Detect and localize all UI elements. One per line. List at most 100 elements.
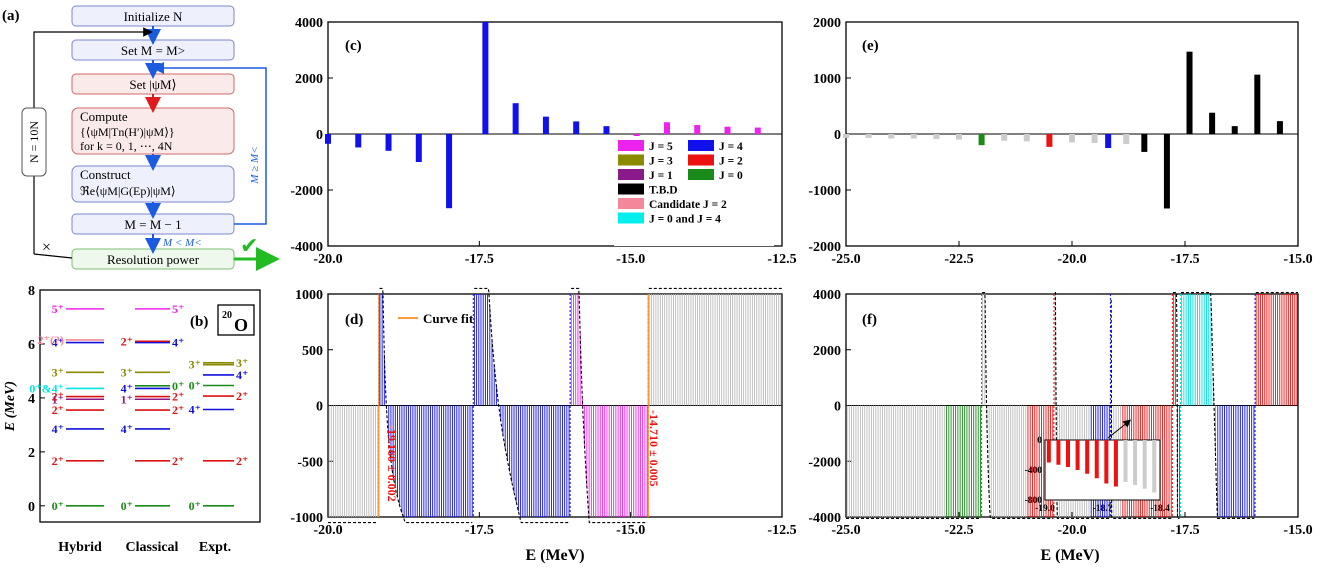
bar-c bbox=[355, 134, 362, 148]
y-tick-label-e: 1000 bbox=[813, 72, 841, 87]
legend-swatch-c bbox=[618, 198, 644, 209]
y-tick-label-c: -2000 bbox=[290, 184, 323, 199]
bar-e bbox=[1001, 134, 1008, 141]
response-curve-f bbox=[846, 292, 1298, 519]
inset-bar bbox=[1123, 440, 1128, 482]
flow-loop-right-label: M ≥ M< bbox=[249, 146, 261, 184]
bar-c bbox=[603, 126, 610, 134]
column-label-classical: Classical bbox=[126, 540, 179, 555]
legend-swatch-c bbox=[618, 140, 644, 151]
level-label: 3⁺ bbox=[121, 365, 133, 379]
legend-swatch-c bbox=[618, 183, 644, 195]
flow-loop-left-box bbox=[21, 107, 47, 177]
level-label: 2⁺ bbox=[236, 389, 248, 403]
bar-c bbox=[446, 134, 453, 209]
panel-label-d: (d) bbox=[345, 312, 363, 328]
bar-e bbox=[1141, 134, 1148, 152]
x-tick-label-e: -15.0 bbox=[1283, 252, 1312, 267]
level-label: 2⁺ bbox=[172, 390, 184, 404]
flow-loop-left bbox=[33, 27, 153, 254]
y-tick-label-e: -2000 bbox=[808, 240, 841, 255]
legend-label-c: J = 4 bbox=[719, 141, 743, 153]
legend-label-c: J = 0 bbox=[719, 170, 743, 182]
level-label: 2⁺ bbox=[52, 403, 64, 417]
level-label: 1⁺ bbox=[121, 392, 133, 406]
legend-label-c: J = 1 bbox=[649, 170, 673, 182]
bar-e bbox=[1163, 134, 1170, 209]
x-tick-label-e: -25.0 bbox=[831, 252, 860, 267]
x-tick-label-f: -25.0 bbox=[831, 523, 860, 538]
x-tick-label-c: -12.5 bbox=[767, 252, 796, 267]
y-tick-label-f: -4000 bbox=[808, 511, 841, 526]
flow-text-setpsi: Set |ψM⟩ bbox=[129, 77, 176, 92]
inset-f: -19.0 -18.7 -18.4 0 -400 -800 bbox=[1025, 419, 1170, 514]
level-label: 4⁺ bbox=[52, 422, 64, 436]
inset-y-tick-label: -400 bbox=[1025, 466, 1043, 476]
x-tick-label-d: -12.5 bbox=[767, 523, 796, 538]
bar-c bbox=[512, 103, 519, 134]
panel-label-a: (a) bbox=[2, 8, 20, 24]
level-y-tick-label: 8 bbox=[28, 284, 35, 299]
bar-e bbox=[1231, 126, 1238, 134]
level-y-tick-label: 6 bbox=[28, 338, 35, 353]
column-label-hybrid: Hybrid bbox=[58, 540, 102, 555]
level-label: 3⁺ bbox=[189, 358, 201, 372]
flow-exit-label: M < M< bbox=[162, 237, 202, 249]
legend-swatch-c bbox=[688, 154, 714, 166]
level-label: 3⁺ bbox=[236, 356, 248, 370]
x-tick-label-f: -17.5 bbox=[1170, 523, 1199, 538]
y-tick-label-f: 0 bbox=[834, 400, 841, 415]
bar-e bbox=[865, 134, 872, 138]
inset-bar bbox=[1075, 440, 1080, 470]
bar-c bbox=[482, 22, 489, 134]
level-label: 4⁺ bbox=[236, 368, 248, 382]
chart-panel-c: -20.0 -17.5 -15.0 -12.5 -4000 -2000 0 2000 4000 bbox=[290, 16, 796, 267]
curve-fit-legend-label: Curve fit bbox=[423, 311, 474, 326]
inset-y-tick-label: 0 bbox=[1037, 436, 1042, 446]
legend-label-c: J = 0 and J = 4 bbox=[649, 214, 721, 226]
legend-label-c: J = 3 bbox=[649, 156, 673, 168]
legend-label-c: Candidate J = 2 bbox=[649, 199, 727, 211]
bar-e bbox=[888, 134, 895, 139]
bar-c bbox=[573, 121, 580, 134]
bar-c bbox=[663, 122, 670, 134]
flowchart: (a) Initialize N Set M = M> Set |ψM⟩ Com… bbox=[2, 5, 280, 271]
chart-panel-d: -20.0 -17.5 -15.0 -12.5 -1000 -500 0 500 1000 bbox=[290, 287, 797, 538]
legend-label-c: J = 5 bbox=[649, 141, 673, 153]
bar-c bbox=[633, 134, 640, 138]
level-label: 2⁺ bbox=[236, 454, 248, 468]
legend-c: J = 5 J = 4 J = 3 J = 2 J = 1 J = 0 T.B.D Candi… bbox=[614, 136, 774, 246]
level-y-tick-label: 0 bbox=[28, 500, 35, 515]
inset-bar bbox=[1066, 440, 1070, 467]
x-tick-label-c: -17.5 bbox=[465, 252, 494, 267]
bar-c bbox=[542, 116, 549, 134]
level-label: 0⁺&4⁺ bbox=[29, 381, 64, 395]
level-label: 0⁺ bbox=[121, 499, 133, 513]
level-lines: 0⁺2⁺4⁺2⁺1⁺2⁺0⁺&4⁺3⁺4⁺2⁺(?)5⁺0⁺2⁺4⁺2⁺1⁺ 2⁺… bbox=[29, 302, 248, 513]
inset-bar bbox=[1133, 440, 1138, 485]
legend-swatch-c bbox=[618, 154, 644, 166]
x-tick-label-e: -17.5 bbox=[1170, 252, 1199, 267]
level-label: 2⁺ bbox=[121, 334, 133, 348]
flow-text-compute-3: for k = 0, 1, ⋯, 4N bbox=[80, 139, 173, 153]
y-tick-label-d: 0 bbox=[316, 400, 323, 415]
annotation-pole-2: -14.710 ± 0.005 bbox=[647, 410, 661, 487]
flow-text-construct-1: Construct bbox=[80, 167, 131, 182]
level-label: 4⁺ bbox=[189, 403, 201, 417]
level-label: 4⁺ bbox=[172, 336, 184, 350]
flow-loop-right bbox=[152, 62, 267, 225]
level-ylabel: E (MeV) bbox=[3, 381, 18, 432]
bar-e bbox=[1046, 134, 1053, 147]
bar-c bbox=[415, 134, 422, 162]
level-label: 3⁺ bbox=[52, 365, 64, 379]
level-scheme-frame bbox=[39, 289, 261, 523]
bar-e bbox=[1254, 74, 1261, 134]
legend-label-c: T.B.D bbox=[649, 185, 678, 197]
bar-c bbox=[385, 134, 392, 151]
x-tick-label-f: -20.0 bbox=[1057, 523, 1086, 538]
level-label: 2⁺ bbox=[172, 403, 184, 417]
level-label: 4⁺ bbox=[121, 381, 133, 395]
level-label: 5⁺ bbox=[172, 302, 184, 316]
bar-e bbox=[1023, 134, 1030, 142]
y-tick-label-f: 2000 bbox=[813, 344, 841, 359]
